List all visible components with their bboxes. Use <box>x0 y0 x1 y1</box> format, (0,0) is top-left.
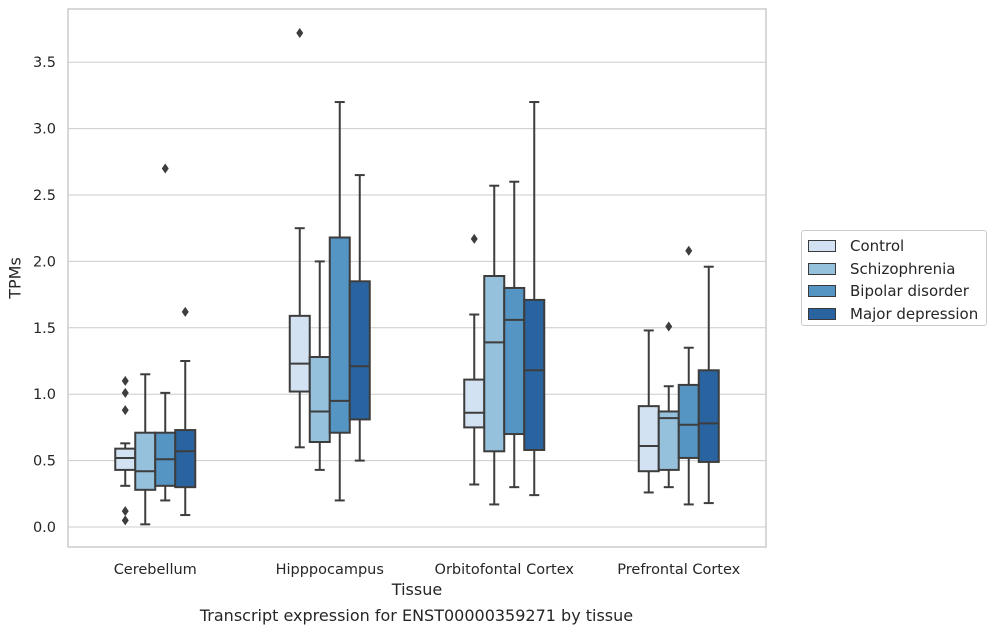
outlier-point <box>161 163 169 174</box>
legend: Control Schizophrenia Bipolar disorder M… <box>801 230 987 326</box>
x-tick-label: Hipppocampus <box>276 562 384 578</box>
legend-swatch-bipolar-disorder <box>808 285 836 298</box>
legend-item-major-depression: Major depression <box>808 303 986 326</box>
outlier-point <box>296 27 304 38</box>
box <box>697 369 720 463</box>
outlier-point <box>121 375 129 386</box>
outlier-point <box>665 321 673 332</box>
x-tick-label: Orbitofontal Cortex <box>435 562 575 578</box>
box <box>503 286 526 436</box>
x-axis-label: Tissue <box>391 580 443 599</box>
outlier-point <box>121 515 129 526</box>
box <box>463 378 486 429</box>
x-tick-label: Cerebellum <box>114 562 197 578</box>
legend-label-schizophrenia: Schizophrenia <box>850 259 956 278</box>
legend-label-control: Control <box>850 237 905 256</box>
box <box>637 405 660 473</box>
x-tick-label: Prefrontal Cortex <box>617 562 740 578</box>
box <box>523 298 546 451</box>
box <box>134 431 157 491</box>
y-tick-label: 0.0 <box>33 520 56 536</box>
box <box>483 275 506 453</box>
chart-caption: Transcript expression for ENST0000035927… <box>199 606 634 625</box>
box <box>657 410 680 471</box>
y-tick-label: 1.5 <box>33 321 56 337</box>
outlier-point <box>470 233 478 244</box>
y-tick-label: 0.5 <box>33 454 56 470</box>
outlier-point <box>121 405 129 416</box>
box <box>174 429 197 489</box>
legend-swatch-control <box>808 240 836 253</box>
outlier-point <box>121 506 129 517</box>
legend-swatch-major-depression <box>808 307 836 320</box>
box <box>348 280 371 421</box>
y-axis-label: TPMs <box>5 257 25 299</box>
y-tick-label: 2.0 <box>33 254 56 270</box>
box <box>114 447 137 471</box>
legend-item-bipolar-disorder: Bipolar disorder <box>808 280 986 303</box>
y-tick-label: 1.0 <box>33 387 56 403</box>
y-tick-label: 2.5 <box>33 188 56 204</box>
legend-swatch-schizophrenia <box>808 262 836 275</box>
outlier-point <box>685 245 693 256</box>
legend-item-schizophrenia: Schizophrenia <box>808 258 986 281</box>
y-tick-label: 3.0 <box>33 122 56 138</box>
y-tick-label: 3.5 <box>33 55 56 71</box>
legend-label-bipolar-disorder: Bipolar disorder <box>850 282 969 301</box>
outlier-point <box>181 306 189 317</box>
box <box>288 314 311 393</box>
plot-frame <box>67 8 767 548</box>
legend-item-control: Control <box>808 235 986 258</box>
box <box>677 383 700 459</box>
outlier-point <box>121 387 129 398</box>
legend-label-major-depression: Major depression <box>850 304 979 323</box>
box <box>308 356 331 444</box>
box <box>328 236 351 434</box>
